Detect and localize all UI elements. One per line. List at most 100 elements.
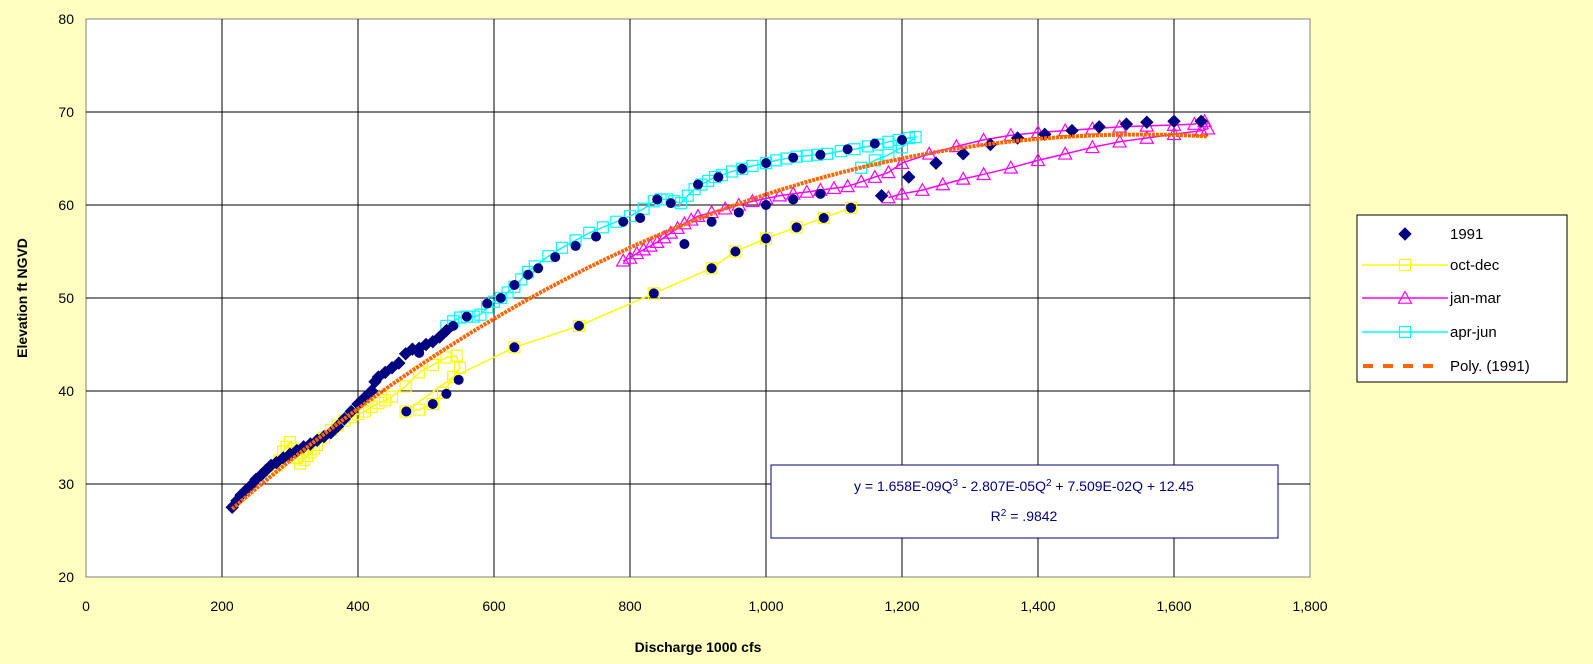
data-point	[1030, 152, 1046, 167]
data-point	[737, 163, 748, 174]
x-tick-labels: 0 200 400 600 800 1,000 1,200 1,400 1,600 1,800	[82, 598, 1328, 614]
r-squared-value: = .9842	[1006, 508, 1057, 524]
series-line	[445, 135, 919, 327]
data-point	[533, 263, 544, 274]
data-point	[570, 240, 581, 251]
data-point	[365, 400, 378, 413]
data-point	[882, 135, 895, 148]
legend-marker	[1397, 290, 1413, 304]
data-point	[1200, 121, 1216, 135]
data-point	[385, 390, 399, 403]
data-point	[297, 453, 310, 466]
data-point	[844, 201, 858, 214]
equation-exponent: 2	[1046, 478, 1052, 489]
data-point	[725, 165, 739, 178]
data-point	[976, 166, 992, 181]
y-tick-label: 40	[58, 383, 74, 399]
data-point	[746, 159, 759, 173]
data-point	[495, 293, 506, 303]
x-tick-label: 1,800	[1292, 598, 1327, 614]
data-point	[572, 319, 586, 332]
equation-part: y = 1.658E-09Q	[854, 478, 953, 494]
equation-line-1: y = 1.658E-09Q3 - 2.807E-05Q2 + 7.509E-0…	[854, 478, 1194, 495]
x-tick-label: 200	[210, 598, 234, 614]
data-point	[815, 188, 826, 199]
data-point	[1057, 146, 1073, 160]
legend-label: Poly. (1991)	[1450, 358, 1530, 375]
x-tick-label: 800	[618, 598, 642, 614]
data-point	[818, 213, 829, 224]
data-point	[713, 172, 724, 183]
x-axis-title: Discharge 1000 cfs	[635, 639, 762, 655]
data-point	[914, 182, 930, 196]
data-point	[790, 221, 803, 234]
data-point	[788, 194, 799, 205]
equation-part: + 7.509E-02Q + 12.45	[1052, 478, 1195, 494]
data-point	[730, 246, 741, 257]
data-point	[772, 187, 788, 202]
series-poly-1991	[230, 132, 1209, 511]
legend-label: apr-jun	[1450, 324, 1497, 341]
data-point	[399, 380, 412, 393]
data-point	[948, 138, 964, 153]
data-point	[976, 132, 992, 146]
data-point	[842, 144, 853, 155]
data-point	[761, 158, 771, 169]
data-point	[440, 351, 453, 364]
data-point	[441, 388, 452, 399]
data-point	[929, 156, 943, 170]
y-tick-label: 30	[58, 476, 74, 492]
data-point	[1167, 114, 1181, 129]
data-point	[869, 138, 880, 149]
legend-item-1991: 1991	[1398, 226, 1483, 243]
data-point	[591, 231, 601, 242]
x-tick-label: 400	[346, 598, 370, 614]
data-point	[897, 134, 907, 145]
y-tick-label: 60	[58, 197, 74, 213]
data-point	[1112, 134, 1128, 148]
legend-label: 1991	[1450, 226, 1483, 243]
data-point	[759, 232, 773, 245]
x-tick-label: 1,600	[1156, 598, 1191, 614]
data-point	[800, 149, 813, 162]
x-tick-label: 1,000	[748, 598, 783, 614]
data-point	[426, 397, 439, 411]
data-point	[461, 311, 472, 322]
r-squared-part: R	[991, 508, 1001, 524]
data-point	[706, 263, 717, 274]
data-point	[1003, 160, 1019, 174]
data-point	[642, 238, 658, 252]
data-point	[508, 341, 521, 354]
data-point	[413, 403, 426, 416]
data-point	[652, 194, 663, 205]
legend-items: 1991 oct-dec jan-mar apr-jun Poly. (1991)	[1362, 226, 1530, 375]
data-point	[372, 396, 385, 410]
legend: 1991 oct-dec jan-mar apr-jun Poly. (1991)	[1356, 214, 1568, 383]
data-point	[460, 310, 473, 323]
poly-fit-line	[230, 132, 1209, 511]
data-point	[401, 406, 412, 417]
equation-line-2: R2 = .9842	[991, 508, 1058, 525]
data-point	[413, 366, 426, 379]
data-point	[1140, 115, 1154, 129]
data-point	[729, 245, 742, 258]
data-point	[427, 399, 438, 410]
data-point	[432, 330, 447, 344]
data-point	[736, 162, 749, 175]
legend-item-apr-jun: apr-jun	[1362, 324, 1497, 341]
data-point	[622, 250, 638, 264]
data-point	[450, 349, 463, 362]
data-point	[853, 174, 869, 188]
legend-label: oct-dec	[1450, 257, 1500, 274]
y-tick-labels: 20 30 40 50 60 70 80	[58, 11, 74, 585]
data-point	[840, 178, 856, 193]
data-point	[453, 374, 464, 385]
x-tick-label: 1,400	[1020, 598, 1055, 614]
data-point	[509, 342, 520, 353]
data-point	[702, 174, 715, 187]
data-point	[1119, 117, 1134, 131]
data-point	[637, 202, 650, 215]
data-point	[788, 152, 799, 163]
data-point	[482, 298, 493, 309]
data-point	[874, 188, 889, 203]
